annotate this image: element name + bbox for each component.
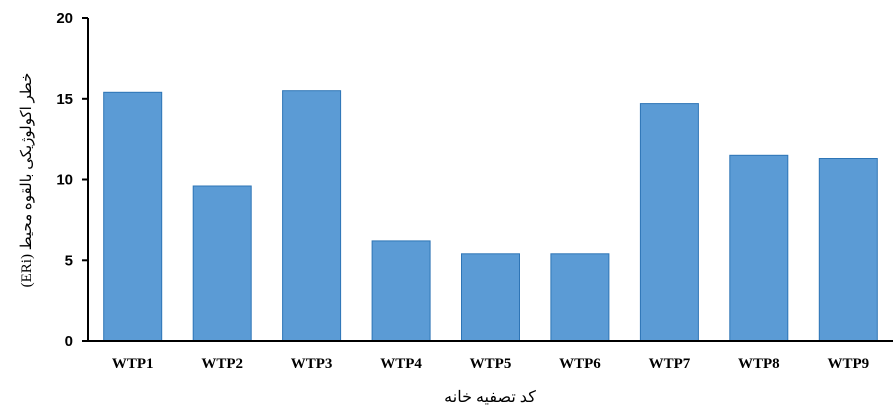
- bar-wtp6: [550, 253, 610, 342]
- x-tick-label: WTP8: [738, 356, 780, 372]
- y-tick-label: 15: [56, 91, 73, 108]
- x-tick-label: WTP3: [291, 356, 333, 372]
- axes-group: [82, 17, 893, 342]
- bar-wtp3: [282, 90, 342, 342]
- y-axis-label: خطر اکولوژیکی بالقوه محیط (ERi): [19, 73, 35, 288]
- bar-wtp9: [818, 158, 878, 342]
- x-tick-label: WTP4: [380, 356, 422, 372]
- x-tick-label: WTP9: [827, 356, 869, 372]
- bar-wtp5: [461, 253, 520, 342]
- x-tick-label: WTP7: [649, 356, 691, 372]
- x-axis-label: کد تصفیه خانه: [444, 389, 536, 406]
- x-tick-label: WTP5: [470, 356, 512, 372]
- bar-wtp8: [729, 154, 789, 342]
- bar-wtp1: [103, 91, 163, 342]
- y-tick-label: 0: [65, 333, 73, 350]
- bar-wtp2: [192, 185, 252, 342]
- bar-wtp4: [371, 240, 431, 342]
- x-tick-label: WTP2: [201, 356, 243, 372]
- y-tick-label: 10: [56, 172, 73, 189]
- bars-group: [103, 90, 878, 342]
- y-tick-label: 20: [56, 10, 73, 27]
- x-tick-labels: WTP1 WTP2 WTP3 WTP4 WTP5 WTP6 WTP7 WTP8 WTP9: [112, 356, 869, 372]
- bar-wtp7: [639, 103, 699, 342]
- y-tick-label: 5: [65, 252, 73, 269]
- x-tick-label: WTP6: [559, 356, 601, 372]
- y-tick-labels: 0 5 10 15 20: [56, 10, 73, 350]
- x-tick-label: WTP1: [112, 356, 154, 372]
